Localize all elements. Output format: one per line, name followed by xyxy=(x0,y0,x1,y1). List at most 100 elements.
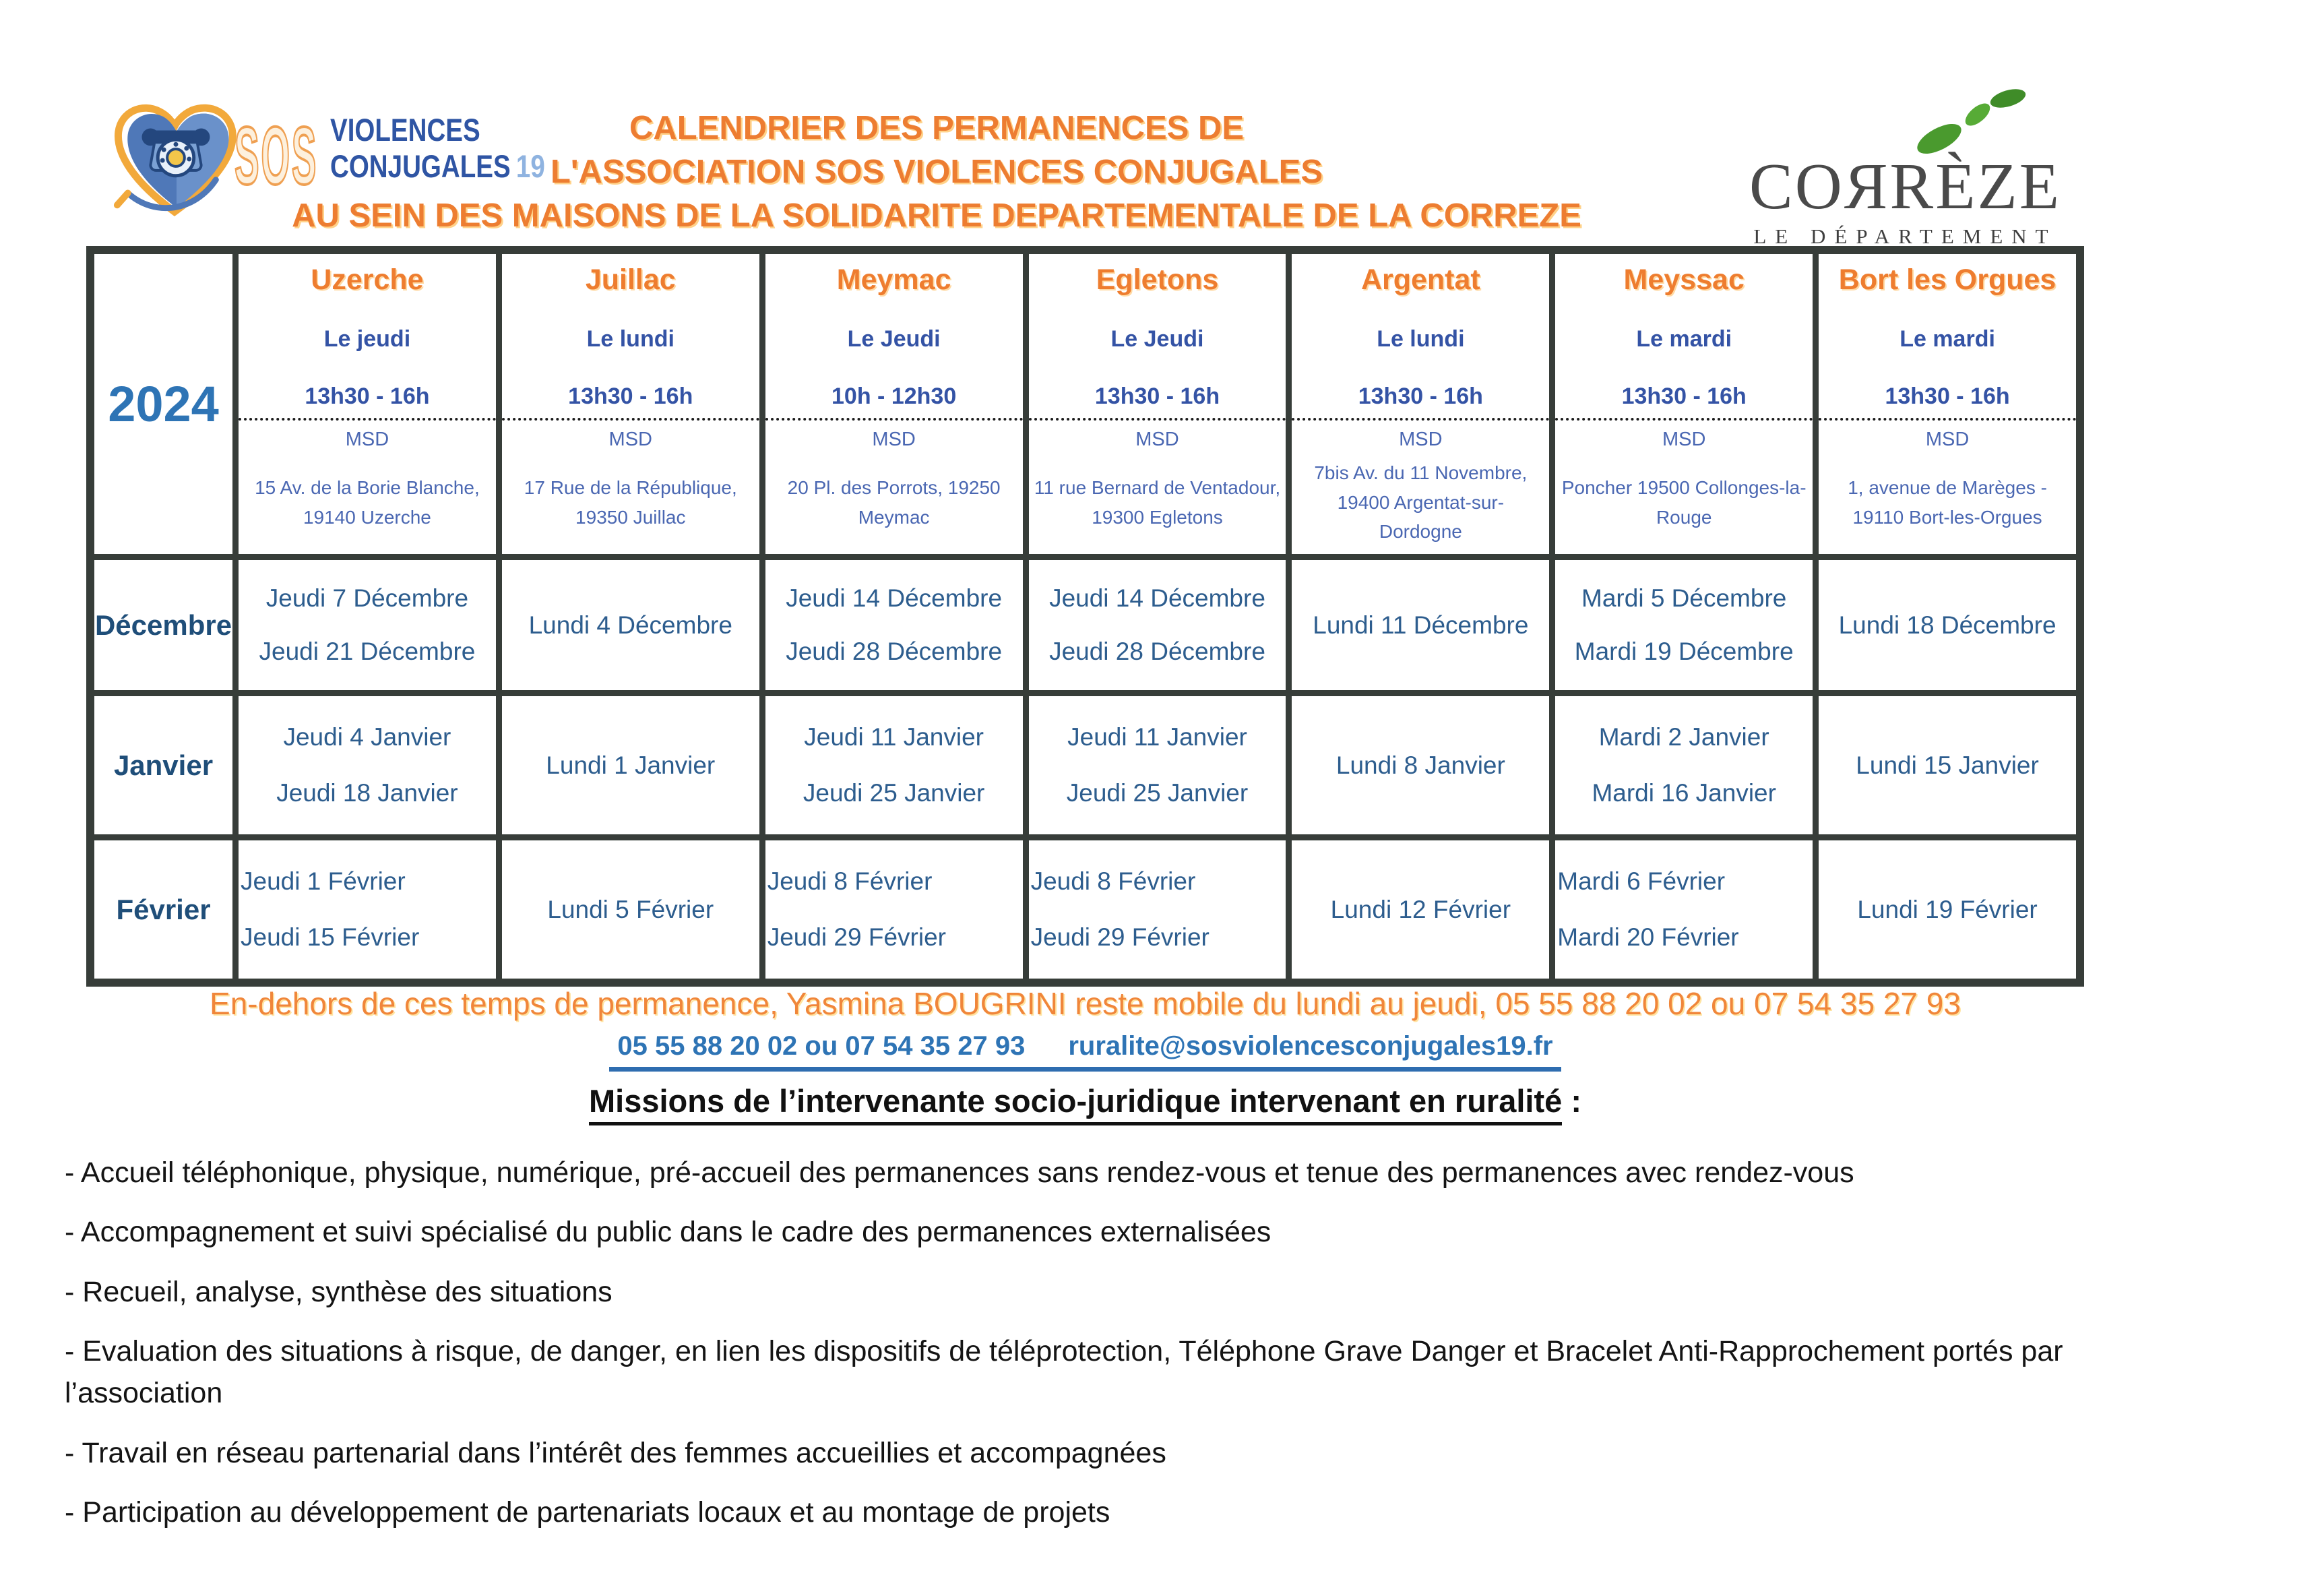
mission-item: - Travail en réseau partenarial dans l’i… xyxy=(65,1436,1166,1469)
date-entry: Mardi 5 Décembre xyxy=(1581,584,1787,613)
column-header-meyssac: Meyssac Le mardi 13h30 - 16h MSD Poncher… xyxy=(1555,254,1813,554)
date-cell-argentat-decembre: Lundi 11 Décembre xyxy=(1292,560,1550,690)
mobility-note: En-dehors de ces temps de permanence, Ya… xyxy=(210,986,1961,1021)
title-line-3: AU SEIN DES MAISONS DE LA SOLIDARITE DEP… xyxy=(292,197,1581,235)
date-entry: Jeudi 29 Février xyxy=(767,923,946,951)
date-cell-egletons-decembre: Jeudi 14 Décembre Jeudi 28 Décembre xyxy=(1028,560,1286,690)
msd-label: MSD xyxy=(872,429,916,450)
month-label-fevrier: Février xyxy=(94,840,232,979)
permanence-hours: 13h30 - 16h xyxy=(1358,383,1483,409)
date-entry: Jeudi 11 Janvier xyxy=(1067,723,1247,751)
sos-logo-number: 19 xyxy=(515,148,545,184)
column-header-uzerche: Uzerche Le jeudi 13h30 - 16h MSD 15 Av. … xyxy=(239,254,496,554)
date-entry: Lundi 19 Février xyxy=(1857,895,2038,923)
date-entry: Jeudi 29 Février xyxy=(1030,923,1210,951)
column-header-bort-les-orgues: Bort les Orgues Le mardi 13h30 - 16h MSD… xyxy=(1819,254,2076,554)
date-entry: Lundi 4 Décembre xyxy=(528,611,732,639)
city-name: Juillac xyxy=(585,264,676,296)
leaves-icon xyxy=(1917,89,2026,154)
page-title: CALENDRIER DES PERMANENCES DE L'ASSOCIAT… xyxy=(222,106,1651,238)
contact-phones: 05 55 88 20 02 ou 07 54 35 27 93 xyxy=(617,1031,1026,1061)
permanence-day: Le lundi xyxy=(586,326,674,352)
date-entry: Lundi 1 Janvier xyxy=(546,751,716,779)
missions-list: - Accueil téléphonique, physique, numéri… xyxy=(65,1152,2113,1533)
date-entry: Jeudi 14 Décembre xyxy=(1049,584,1265,613)
date-cell-meyssac-decembre: Mardi 5 Décembre Mardi 19 Décembre xyxy=(1555,560,1813,690)
sos-logo-conjugales-line: CONJUGALES 19 xyxy=(330,148,545,184)
date-cell-egletons-fevrier: Jeudi 8 Février Jeudi 29 Février xyxy=(1028,840,1286,979)
correze-departement-logo: COЯRÈZE LE DÉPARTEMENT xyxy=(1688,85,2123,249)
msd-label: MSD xyxy=(1925,429,1970,450)
contact-line: 05 55 88 20 02 ou 07 54 35 27 93 ruralite… xyxy=(86,1031,2084,1072)
msd-address: 20 Pl. des Porrots, 19250 Meymac xyxy=(787,477,1001,528)
msd-label: MSD xyxy=(345,429,389,450)
date-cell-uzerche-decembre: Jeudi 7 Décembre Jeudi 21 Décembre xyxy=(239,560,496,690)
date-entry: Lundi 18 Décembre xyxy=(1838,611,2056,639)
permanences-calendar-table: 2024 Uzerche Le jeudi 13h30 - 16h MSD 15… xyxy=(86,246,2084,987)
city-name: Bort les Orgues xyxy=(1838,264,2056,296)
date-cell-meymac-janvier: Jeudi 11 Janvier Jeudi 25 Janvier xyxy=(765,696,1023,834)
date-entry: Lundi 15 Janvier xyxy=(1856,751,2039,779)
sos-wordmark: SOS xyxy=(234,109,319,203)
page-footer: En-dehors de ces temps de permanence, Ya… xyxy=(65,985,2084,1551)
date-cell-uzerche-janvier: Jeudi 4 Janvier Jeudi 18 Janvier xyxy=(239,696,496,834)
msd-label: MSD xyxy=(1399,429,1443,450)
date-entry: Jeudi 8 Février xyxy=(767,867,933,896)
date-cell-meyssac-janvier: Mardi 2 Janvier Mardi 16 Janvier xyxy=(1555,696,1813,834)
date-entry: Jeudi 18 Janvier xyxy=(276,778,458,807)
permanence-day: Le Jeudi xyxy=(1110,326,1204,352)
column-header-meymac: Meymac Le Jeudi 10h - 12h30 MSD 20 Pl. d… xyxy=(765,254,1023,554)
date-entry: Mardi 20 Février xyxy=(1557,923,1739,951)
msd-address: 1, avenue de Marèges - 19110 Bort-les-Or… xyxy=(1848,477,2047,528)
sos-violences-conjugales-logo: SOS VIOLENCES CONJUGALES 19 xyxy=(108,93,545,241)
date-cell-bort-decembre: Lundi 18 Décembre xyxy=(1819,560,2076,690)
permanence-hours: 13h30 - 16h xyxy=(305,383,430,409)
date-entry: Mardi 2 Janvier xyxy=(1598,723,1769,751)
msd-label: MSD xyxy=(1662,429,1706,450)
column-header-argentat: Argentat Le lundi 13h30 - 16h MSD 7bis A… xyxy=(1292,254,1550,554)
permanence-day: Le lundi xyxy=(1377,326,1465,352)
permanence-day: Le mardi xyxy=(1899,326,1995,352)
column-header-juillac: Juillac Le lundi 13h30 - 16h MSD 17 Rue … xyxy=(501,254,759,554)
date-entry: Jeudi 7 Décembre xyxy=(265,584,469,613)
date-entry: Mardi 16 Janvier xyxy=(1592,778,1776,807)
permanence-hours: 13h30 - 16h xyxy=(1885,383,2010,409)
year-cell: 2024 xyxy=(94,254,232,554)
msd-address: 15 Av. de la Borie Blanche, 19140 Uzerch… xyxy=(255,477,480,528)
date-entry: Lundi 12 Février xyxy=(1330,895,1511,923)
date-entry: Jeudi 28 Décembre xyxy=(1049,637,1265,665)
mission-item: - Accueil téléphonique, physique, numéri… xyxy=(65,1156,1854,1189)
sos-logo-violences: VIOLENCES xyxy=(330,112,480,148)
date-entry: Jeudi 25 Janvier xyxy=(803,778,985,807)
date-entry: Jeudi 4 Janvier xyxy=(283,723,451,751)
date-cell-juillac-fevrier: Lundi 5 Février xyxy=(501,840,759,979)
mission-item: - Accompagnement et suivi spécialisé du … xyxy=(65,1216,1271,1249)
correze-subtitle: LE DÉPARTEMENT xyxy=(1753,224,2057,248)
sos-logo-text: VIOLENCES CONJUGALES 19 xyxy=(330,112,545,184)
mission-item: - Recueil, analyse, synthèse des situati… xyxy=(65,1275,613,1308)
city-name: Meymac xyxy=(836,264,951,296)
date-entry: Jeudi 15 Février xyxy=(241,923,420,951)
date-cell-egletons-janvier: Jeudi 11 Janvier Jeudi 25 Janvier xyxy=(1028,696,1286,834)
permanence-day: Le Jeudi xyxy=(847,326,941,352)
msd-address: Poncher 19500 Collonges-la-Rouge xyxy=(1561,477,1807,528)
msd-label: MSD xyxy=(1135,429,1179,450)
column-header-egletons: Egletons Le Jeudi 13h30 - 16h MSD 11 rue… xyxy=(1028,254,1286,554)
msd-label: MSD xyxy=(608,429,652,450)
date-entry: Lundi 8 Janvier xyxy=(1336,751,1505,779)
date-entry: Jeudi 21 Décembre xyxy=(259,637,476,665)
date-entry: Jeudi 11 Janvier xyxy=(804,723,984,751)
date-entry: Lundi 5 Février xyxy=(547,895,714,923)
heart-phone-logo-icon xyxy=(113,104,237,216)
title-line-2: L'ASSOCIATION SOS VIOLENCES CONJUGALES xyxy=(550,154,1323,191)
msd-address: 7bis Av. du 11 Novembre, 19400 Argentat-… xyxy=(1314,462,1528,543)
mission-item: - Evaluation des situations à risque, de… xyxy=(65,1335,2063,1410)
date-cell-bort-janvier: Lundi 15 Janvier xyxy=(1819,696,2076,834)
page-header: SOS VIOLENCES CONJUGALES 19 CALENDRIER DE… xyxy=(0,0,2324,249)
month-label-janvier: Janvier xyxy=(94,696,232,834)
date-entry: Jeudi 25 Janvier xyxy=(1066,778,1249,807)
date-cell-meyssac-fevrier: Mardi 6 Février Mardi 20 Février xyxy=(1555,840,1813,979)
date-cell-argentat-janvier: Lundi 8 Janvier xyxy=(1292,696,1550,834)
missions-heading: Missions de l’intervenante socio-juridiq… xyxy=(86,1082,2084,1125)
